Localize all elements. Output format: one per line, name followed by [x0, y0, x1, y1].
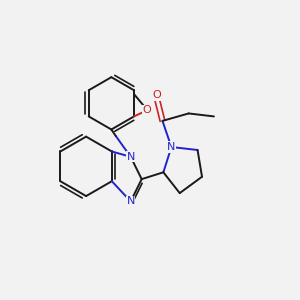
Text: N: N	[127, 196, 135, 206]
Text: N: N	[167, 142, 176, 152]
Text: N: N	[127, 152, 135, 162]
Text: O: O	[142, 106, 151, 116]
Text: O: O	[153, 90, 161, 100]
